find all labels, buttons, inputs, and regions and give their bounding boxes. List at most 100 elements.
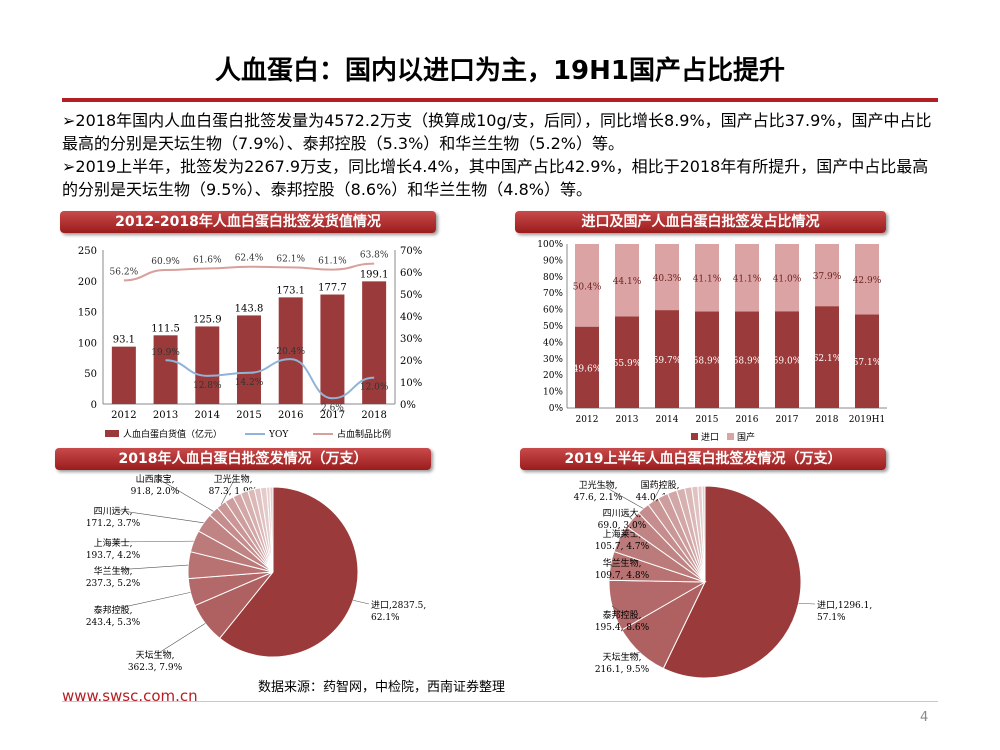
y-tick-label: 50%: [543, 322, 563, 332]
yoy-point-label: 14.2%: [235, 378, 264, 388]
x-tick-label: 2018: [816, 415, 839, 425]
x-tick-label: 2013: [153, 410, 178, 421]
pie-slice: [701, 485, 706, 583]
legend-label-value: 人血白蛋白货值（亿元）: [123, 428, 222, 440]
bar-value-label: 173.1: [276, 285, 305, 296]
value-bar: [362, 281, 387, 404]
share-point-label: 56.2%: [110, 267, 139, 277]
y-tick-label: 90%: [543, 256, 563, 266]
domestic-bar: [855, 244, 879, 315]
yoy-point-label: 12.8%: [193, 381, 222, 391]
slice-label: 109.7, 4.8%: [595, 571, 650, 581]
slice-label: 山西康宝,: [136, 473, 175, 485]
page-number: 4: [920, 710, 929, 725]
slice-label: 泰邦控股,: [603, 609, 642, 621]
bar-value-label: 143.8: [235, 303, 264, 314]
y-tick-label: 30%: [543, 355, 563, 365]
leader-line: [623, 652, 640, 657]
import-share-label: 58.9%: [733, 357, 762, 367]
y-right-tick: 70%: [400, 246, 422, 257]
bar-value-label: 93.1: [113, 335, 135, 346]
import-bar: [695, 311, 719, 408]
x-tick-label: 2014: [656, 415, 679, 425]
bar-value-label: 125.9: [193, 314, 222, 325]
bullet-2018: ➢2018年国内人血白蛋白批签发量为4572.2万支（换算成10g/支，后同），…: [62, 111, 932, 153]
slice-label: 216.1, 9.5%: [595, 665, 650, 675]
y-left-tick: 200: [78, 277, 97, 288]
leader-line: [652, 483, 663, 502]
x-tick-label: 2017: [776, 415, 799, 425]
value-bar: [320, 294, 345, 404]
yoy-point-label: 20.4%: [276, 347, 305, 357]
x-tick-label: 2012: [111, 410, 136, 421]
legend-label-domestic: 国产: [737, 431, 755, 443]
slice-label: 193.7, 4.2%: [86, 551, 141, 561]
legend-label-yoy: YOY: [268, 430, 289, 440]
share-point-label: 62.4%: [235, 254, 264, 264]
y-left-tick: 150: [78, 308, 97, 319]
slice-label: 171.2, 3.7%: [86, 519, 141, 529]
domestic-share-label: 42.9%: [853, 276, 882, 286]
domestic-share-label: 41.1%: [733, 275, 762, 285]
legend-swatch-value: [105, 430, 119, 437]
slice-label: 62.1%: [371, 613, 400, 623]
share-point-label: 61.1%: [318, 257, 347, 267]
pie-slice: [662, 485, 802, 679]
slice-label: 237.3, 5.2%: [86, 579, 141, 589]
value-bar-chart: 0 50 100 150 200 250 0% 10% 20% 30% 40% 50% 60% 70% 93…: [78, 246, 422, 440]
slice-label: 91.8, 2.0%: [131, 487, 180, 497]
data-source-note: 数据来源：药智网，中检院，西南证券整理: [258, 680, 506, 695]
leader-line: [156, 477, 214, 512]
domestic-bar: [615, 244, 639, 317]
x-tick-label: 2013: [616, 415, 639, 425]
domestic-share-label: 41.0%: [773, 275, 802, 285]
y-left-tick: 0: [91, 400, 97, 411]
legend-label-import: 进口: [701, 432, 719, 443]
domestic-share-label: 40.3%: [653, 274, 682, 284]
x-tick-label: 2016: [736, 415, 759, 425]
domestic-bar: [575, 244, 599, 327]
y-tick-label: 100%: [537, 240, 563, 250]
import-share-label: 55.9%: [613, 359, 642, 369]
import-domestic-stacked-chart: 0% 10% 20% 30% 40% 50% 60% 70% 80% 90% 100% 49.6% 50…: [537, 240, 887, 443]
import-share-label: 57.1%: [853, 358, 882, 368]
leader-line: [619, 532, 625, 539]
domestic-bar: [735, 244, 759, 312]
y-tick-label: 60%: [543, 306, 563, 316]
title-divider: [62, 98, 938, 102]
y-tick-label: 40%: [543, 338, 563, 348]
pie-2018: 进口,2837.5, 62.1% 天坛生物, 362.3, 7.9% 泰邦控股, 243.…: [86, 473, 426, 672]
slice-label: 57.1%: [817, 613, 846, 623]
slice-label: 卫光生物,: [214, 473, 253, 485]
import-share-label: 49.6%: [573, 364, 602, 374]
slice-label: 362.3, 7.9%: [128, 663, 183, 672]
domestic-share-label: 41.1%: [693, 275, 722, 285]
website-link[interactable]: www.swsc.com.cn: [62, 687, 198, 705]
slice-label: 天坛生物,: [136, 649, 175, 661]
leader-line: [798, 603, 816, 605]
share-point-label: 62.1%: [276, 254, 305, 264]
value-bar: [195, 326, 220, 404]
share-line: [123, 262, 375, 282]
domestic-bar: [695, 244, 719, 312]
leader-line: [610, 561, 625, 567]
slice-label: 华兰生物,: [603, 557, 642, 569]
y-left-tick: 50: [84, 369, 97, 380]
yoy-point-label: 2.6%: [321, 403, 344, 413]
y-right-tick: 20%: [400, 356, 422, 367]
leader-line: [114, 509, 204, 524]
bar-value-label: 111.5: [151, 323, 180, 334]
leader-line: [114, 540, 194, 543]
y-tick-label: 20%: [543, 371, 563, 381]
y-right-tick: 10%: [400, 378, 422, 389]
domestic-bar: [815, 244, 839, 307]
leader-line: [623, 511, 633, 520]
share-point-label: 61.6%: [193, 255, 222, 265]
share-point-label: 63.8%: [360, 251, 389, 261]
x-tick-label: 2016: [278, 410, 303, 421]
slice-label: 105.7, 4.7%: [595, 542, 650, 552]
domestic-share-label: 50.4%: [573, 282, 602, 292]
slice-label: 47.6, 2.1%: [574, 493, 623, 503]
slice-label: 上海莱士,: [94, 537, 133, 549]
slice-label: 泰邦控股,: [94, 604, 133, 616]
